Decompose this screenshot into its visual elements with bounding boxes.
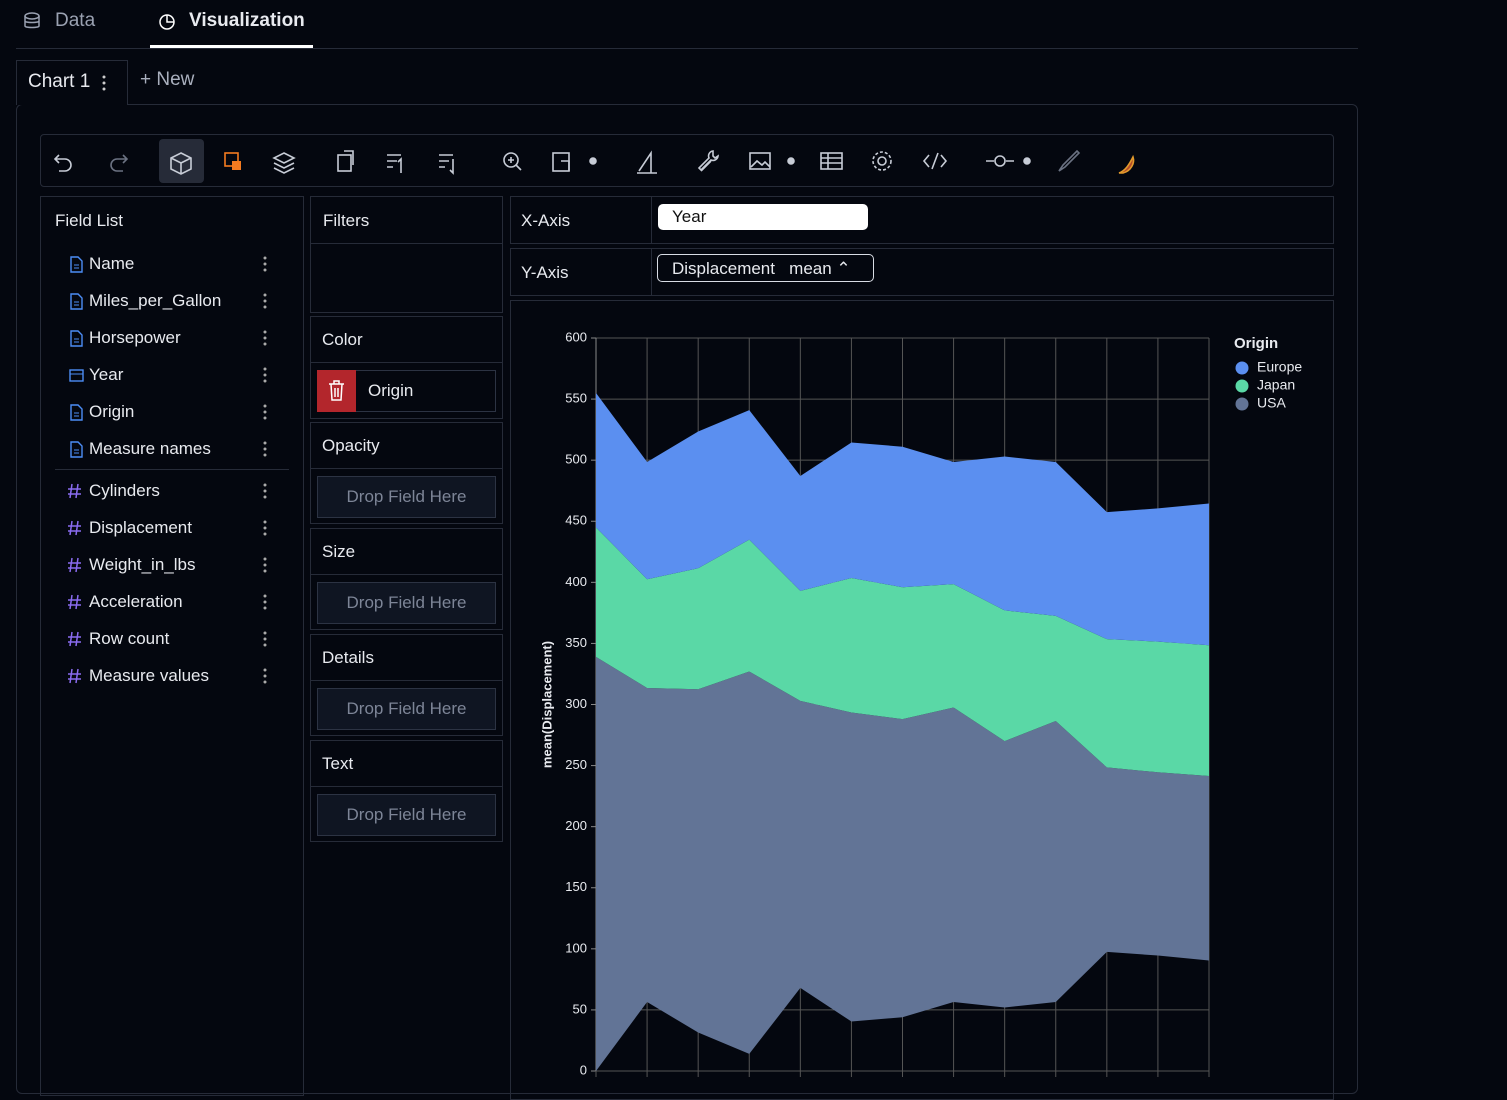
- field-menu: [263, 293, 267, 309]
- field-menu: [263, 483, 267, 499]
- measure-field[interactable]: Cylinders: [89, 481, 160, 501]
- encoding-title: Opacity: [322, 436, 380, 456]
- encoding-title: Text: [322, 754, 353, 774]
- field-icon: [68, 403, 84, 421]
- encoding-divider: [311, 680, 502, 681]
- tab-data[interactable]: Data: [55, 10, 95, 32]
- field-menu: [263, 256, 267, 272]
- y-tick-label: 400: [565, 574, 587, 589]
- x-axis-label: X-Axis: [521, 211, 570, 231]
- encoding-title: Details: [322, 648, 374, 668]
- measure-field[interactable]: Weight_in_lbs: [89, 555, 195, 575]
- y-tick-label: 450: [565, 513, 587, 528]
- dimension-field[interactable]: Horsepower: [89, 328, 181, 348]
- drop-zone: Drop Field Here: [317, 582, 496, 624]
- dimension-field[interactable]: Miles_per_Gallon: [89, 291, 221, 311]
- encoding-title: Color: [322, 330, 363, 350]
- legend-label: Europe: [1257, 359, 1302, 375]
- dimension-field[interactable]: Year: [89, 365, 123, 385]
- legend-label: USA: [1257, 395, 1286, 411]
- new-chart[interactable]: + New: [140, 69, 194, 91]
- field-menu: [263, 668, 267, 684]
- drop-zone: Drop Field Here: [317, 688, 496, 730]
- data-icon: [22, 11, 42, 31]
- y-tick-label: 100: [565, 940, 587, 955]
- chart-tab-label: Chart 1: [28, 71, 90, 93]
- field-menu: [263, 441, 267, 457]
- field-menu: [263, 520, 267, 536]
- field-icon: [68, 329, 84, 347]
- y-tick-label: 350: [565, 635, 587, 650]
- legend-swatch: [1236, 398, 1249, 411]
- y-tick-label: 50: [573, 1001, 587, 1016]
- filters-box: Filters: [310, 196, 503, 313]
- field-separator: [55, 469, 289, 470]
- measure-field[interactable]: Row count: [89, 629, 169, 649]
- y-field: Displacement: [672, 259, 775, 278]
- field-list-title: Field List: [55, 211, 123, 231]
- field-icon: [67, 667, 83, 685]
- legend-swatch: [1236, 380, 1249, 393]
- toolbar: [40, 134, 1334, 187]
- encoding-divider: [311, 574, 502, 575]
- y-tick-label: 250: [565, 757, 587, 772]
- field-icon: [68, 440, 84, 458]
- encoding-divider: [311, 468, 502, 469]
- encoding-divider: [311, 786, 502, 787]
- legend-title: Origin: [1234, 335, 1278, 352]
- field-icon: [67, 630, 83, 648]
- field-icon: [68, 255, 84, 273]
- field-menu: [263, 404, 267, 420]
- x-axis-row: X-Axis Year: [510, 196, 1334, 244]
- measure-field[interactable]: Acceleration: [89, 592, 183, 612]
- y-aggregation[interactable]: mean: [789, 259, 832, 278]
- field-icon: [67, 593, 83, 611]
- color-field: Origin: [368, 381, 413, 401]
- separator: [16, 48, 1358, 49]
- field-icon: [68, 366, 84, 384]
- field-icon: [67, 519, 83, 537]
- field-icon: [67, 556, 83, 574]
- tab-visualization[interactable]: Visualization: [189, 10, 305, 32]
- dimension-field[interactable]: Origin: [89, 402, 134, 422]
- field-menu: [263, 594, 267, 610]
- dimension-field[interactable]: Name: [89, 254, 134, 274]
- field-icon: [68, 292, 84, 310]
- field-icon: [67, 482, 83, 500]
- encoding-divider: [311, 362, 502, 363]
- viz-icon: [157, 11, 177, 31]
- measure-field[interactable]: Measure values: [89, 666, 209, 686]
- measure-field[interactable]: Displacement: [89, 518, 192, 538]
- chart: 0 50 100 150 200 250 300 350 400 450 500 550 600 mean…: [510, 300, 1334, 1080]
- drop-zone: Drop Field Here: [317, 794, 496, 836]
- x-field: Year: [672, 207, 706, 226]
- y-axis-label: Y-Axis: [521, 263, 569, 283]
- x-field-pill[interactable]: Year: [658, 204, 868, 230]
- y-tick-label: 150: [565, 879, 587, 894]
- legend-label: Japan: [1257, 377, 1295, 393]
- legend-swatch: [1236, 362, 1249, 375]
- y-axis-row: Y-Axis Displacement mean ⌃: [510, 248, 1334, 296]
- encoding-title: Size: [322, 542, 355, 562]
- y-tick-label: 300: [565, 696, 587, 711]
- chart-tab[interactable]: Chart 1: [16, 60, 128, 105]
- toolbar-icons: [41, 135, 1333, 186]
- y-field-pill[interactable]: Displacement mean ⌃: [657, 254, 874, 282]
- y-axis-title: mean(Displacement): [539, 641, 554, 768]
- remove-button[interactable]: [317, 370, 356, 412]
- field-menu: [263, 367, 267, 383]
- y-tick-label: 0: [580, 1062, 587, 1077]
- field-menu: [263, 330, 267, 346]
- field-menu: [263, 557, 267, 573]
- drop-zone: Drop Field Here: [317, 476, 496, 518]
- dimension-field[interactable]: Measure names: [89, 439, 211, 459]
- y-tick-label: 600: [565, 329, 587, 344]
- menu-icon: [101, 75, 107, 91]
- y-tick-label: 200: [565, 818, 587, 833]
- field-menu: [263, 631, 267, 647]
- y-tick-label: 500: [565, 452, 587, 467]
- filters-title: Filters: [323, 211, 369, 231]
- y-tick-label: 550: [565, 391, 587, 406]
